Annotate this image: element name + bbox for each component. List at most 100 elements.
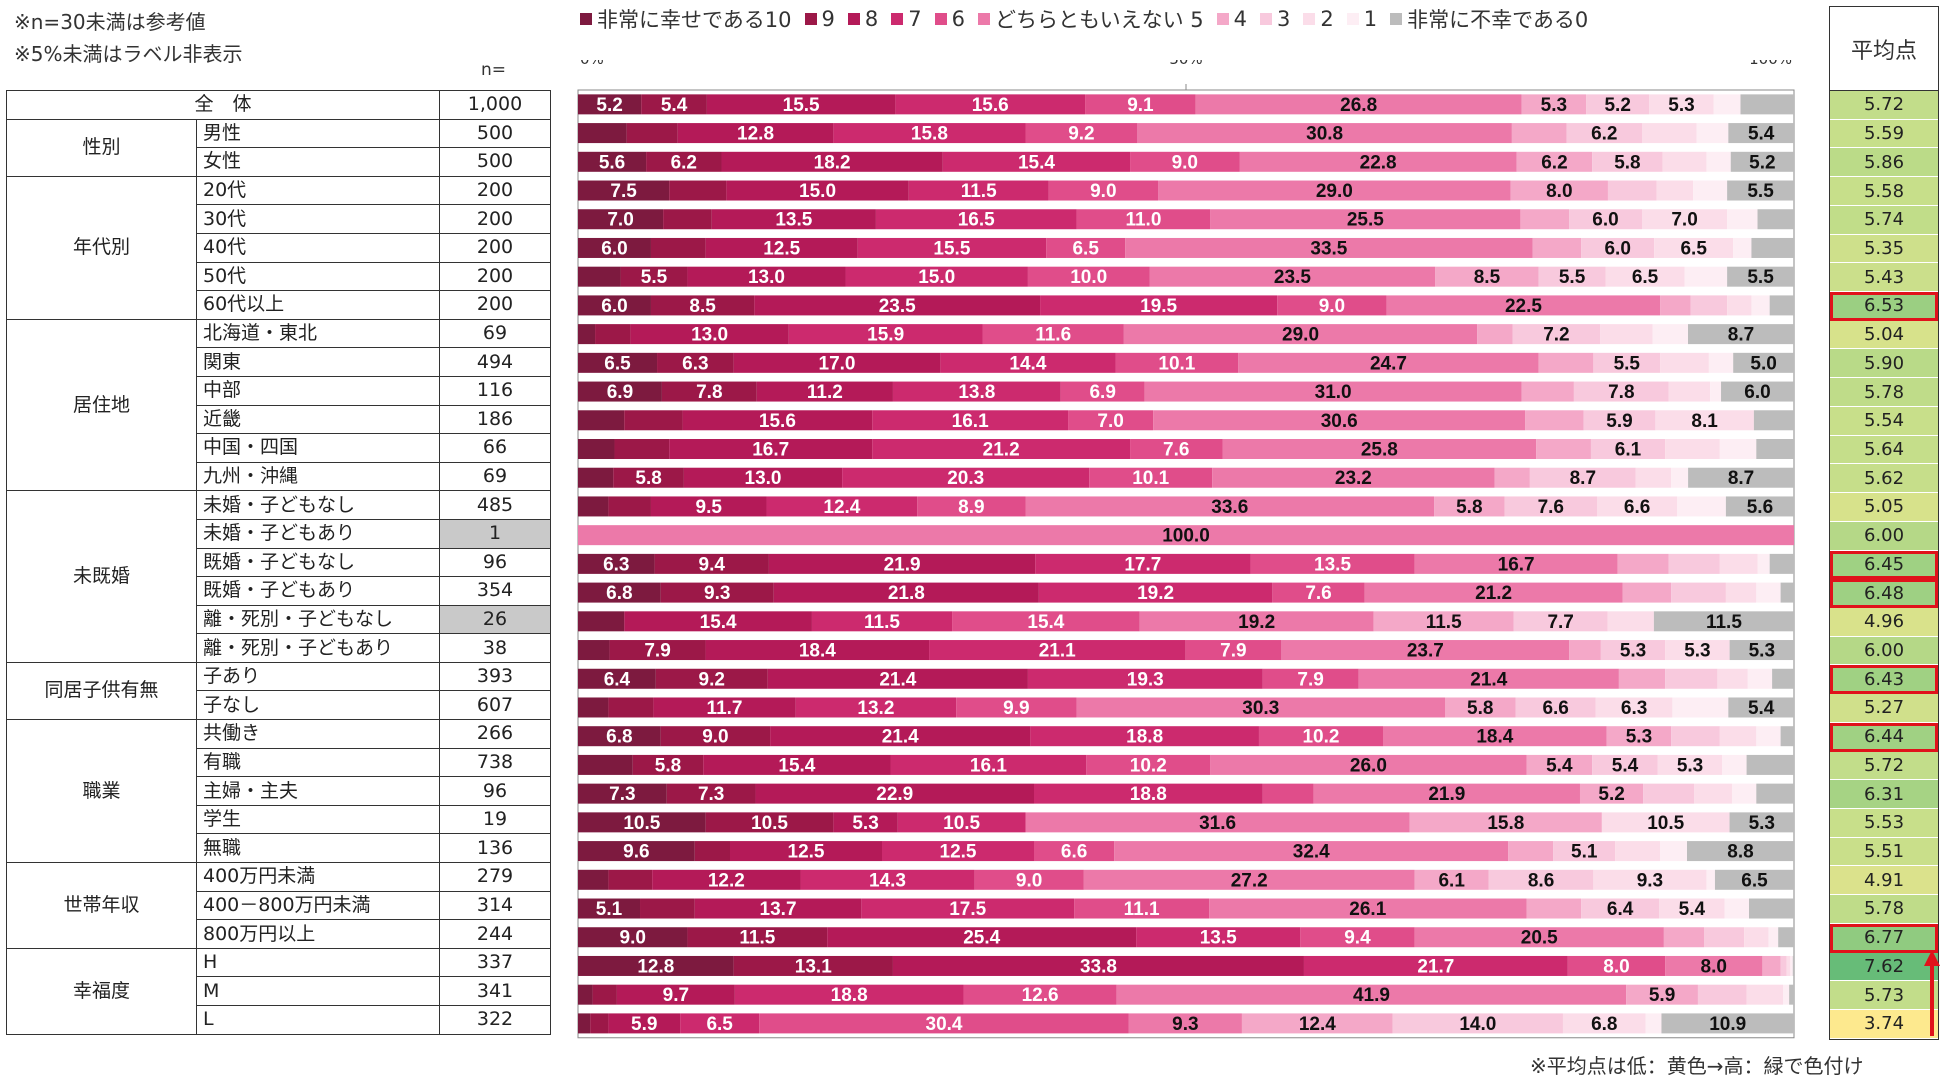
bar-segment [1538,266,1606,287]
bar-segment [1731,783,1757,804]
legend-swatch [1346,13,1359,25]
bar-segment [1303,955,1568,976]
bar-data-label: 5.1 [596,899,623,920]
bar-data-label: 8.8 [1727,842,1753,863]
table-row: 無職 136 [7,833,551,864]
bar-segment [1281,640,1570,661]
bar-segment [624,611,812,632]
bar-segment [1756,439,1794,459]
bar-segment [1696,123,1729,144]
bar-data-label: 8.0 [1603,956,1629,977]
row-label: L [196,1005,440,1035]
bar-segment [1521,381,1574,402]
bar-data-label: 11.5 [1426,612,1462,633]
bar-segment [694,898,862,919]
bar-segment [1757,209,1794,230]
bar-data-label: 6.1 [1615,440,1642,461]
bar-segment [1136,927,1301,948]
bar-data-label: 8.9 [958,497,984,518]
bar-segment [654,553,769,574]
bar-segment [1789,984,1794,1005]
bar-data-label: 22.9 [876,784,913,805]
table-row: 学生 19 [7,804,551,835]
bar-data-label: 6.3 [682,353,708,374]
bar-segment [882,841,1034,862]
bar-segment [1747,668,1773,689]
bar-data-label: 21.2 [1475,583,1512,604]
bar-segment [1780,582,1794,603]
bar-data-label: 5.8 [1467,698,1493,719]
bar-segment [1769,553,1794,574]
bar-segment [721,151,943,172]
bar-segment [578,209,664,230]
bar-data-label: 8.5 [689,296,716,317]
bar-segment [1115,352,1239,373]
bar-data-label: 6.8 [1591,1014,1617,1035]
row-n-value: 1 [439,518,551,549]
bar-data-label: 20.3 [947,468,984,489]
row-n-value: 341 [439,976,551,1006]
bar-segment [578,123,627,144]
table-row: 60代以上 200 [7,290,551,320]
bar-data-label: 5.4 [1679,899,1706,920]
row-n-value: 200 [439,290,551,320]
legend-swatch [804,13,817,25]
bar-data-label: 31.6 [1199,813,1236,834]
bar-segment [578,496,609,517]
bar-segment [1569,640,1601,661]
x-tick-label: 50% [1169,60,1202,68]
bar-segment [730,841,882,862]
bar-segment [895,94,1086,115]
bar-data-label: 13.7 [760,899,797,920]
bar-segment [833,812,898,833]
bar-segment [1025,123,1138,144]
bar-segment [683,467,843,488]
table-row: L 322 [7,1005,551,1035]
legend-item: どちらともいえない 5 [978,4,1204,34]
bar-data-label: 27.2 [1231,870,1268,891]
bar-data-label: 9.2 [1068,124,1094,145]
bar-data-label: 15.4 [1027,612,1064,633]
bar-segment [653,697,796,718]
bar-data-label: 19.5 [1140,296,1177,317]
row-label: 関東 [196,347,440,377]
bar-segment [669,439,873,459]
bar-segment [705,812,834,833]
bar-data-label: 5.4 [1546,755,1573,776]
bar-segment [650,496,767,517]
bar-data-label: 7.6 [1163,440,1189,461]
bar-segment [578,381,662,402]
row-label: 無職 [196,833,440,864]
bar-segment [1445,697,1516,718]
table-row: 子なし 607 [7,690,551,721]
bar-segment [578,697,609,718]
bar-data-label: 10.5 [1647,813,1684,834]
bar-data-label: 14.3 [869,870,906,891]
bar-segment [1597,496,1678,517]
bar-segment [630,324,789,345]
bar-data-label: 8.5 [1474,267,1501,288]
bar-data-label: 5.6 [599,152,625,173]
group-label: 職業 [6,719,197,864]
bar-data-label: 21.7 [1417,956,1454,977]
bar-segment [1662,151,1707,172]
bar-segment [1665,640,1730,661]
bar-segment [1414,869,1489,890]
bar-segment [1688,467,1794,488]
bar-segment [1034,841,1115,862]
bar-segment [608,697,654,718]
bar-segment [1027,266,1150,287]
bar-data-label: 5.2 [1604,95,1630,116]
bar-data-label: 9.9 [1003,698,1029,719]
bar-segment [872,439,1131,459]
bar-segment [663,209,712,230]
legend-label: 4 [1233,7,1248,31]
bar-data-label: 6.6 [1542,698,1568,719]
bar-segment [1513,611,1608,632]
bar-data-label: 17.5 [949,899,986,920]
bar-segment [578,295,651,316]
bar-segment [1668,381,1711,402]
bar-segment [1504,496,1598,517]
bar-data-label: 6.4 [604,669,631,690]
bar-segment [1089,467,1213,488]
